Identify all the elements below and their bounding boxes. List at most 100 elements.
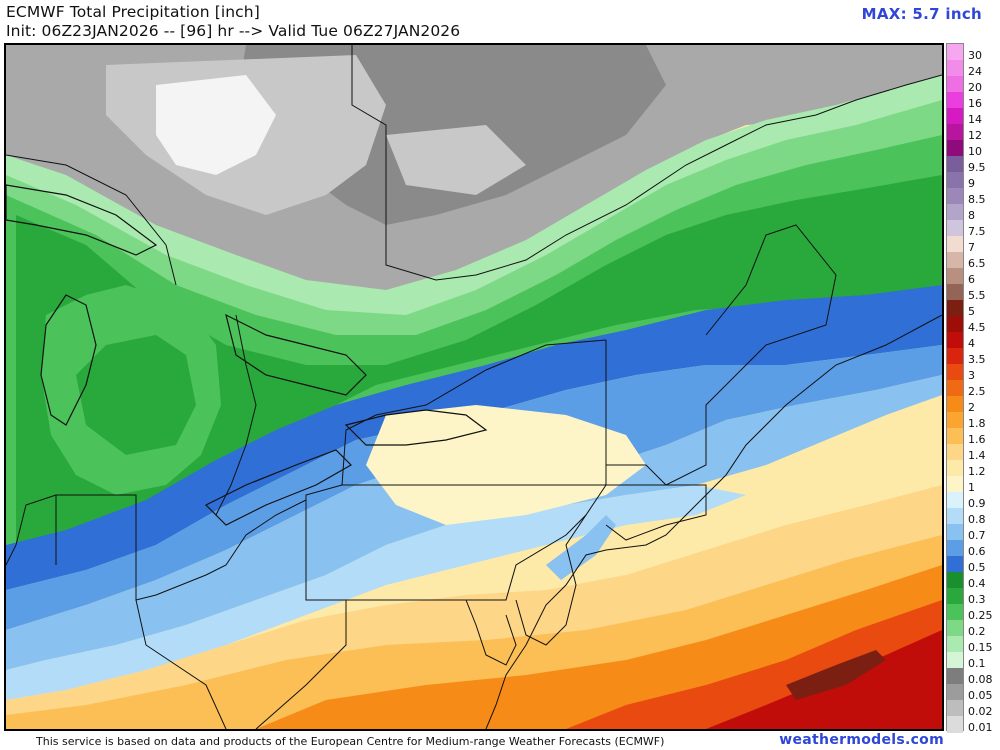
boundaries <box>6 45 942 729</box>
colorbar-segment <box>947 268 963 285</box>
colorbar-label: 0.15 <box>968 641 993 654</box>
colorbar-segment <box>947 428 963 445</box>
colorbar-label: 1.4 <box>968 449 986 462</box>
colorbar-segment <box>947 220 963 237</box>
colorbar-label: 0.2 <box>968 625 986 638</box>
colorbar-label: 0.02 <box>968 705 993 718</box>
colorbar-label: 14 <box>968 113 982 126</box>
colorbar-segment <box>947 124 963 141</box>
colorbar-label: 10 <box>968 145 982 158</box>
footer-site-link[interactable]: weathermodels.com <box>779 732 944 748</box>
colorbar-segment <box>947 460 963 477</box>
colorbar-segment <box>947 76 963 93</box>
colorbar-label: 0.7 <box>968 529 986 542</box>
colorbar-label: 0.8 <box>968 513 986 526</box>
colorbar <box>946 43 964 733</box>
red-region <box>706 630 942 729</box>
colorbar-segment <box>947 332 963 349</box>
colorbar-label: 0.3 <box>968 593 986 606</box>
colorbar-segment <box>947 188 963 205</box>
colorbar-segment <box>947 540 963 557</box>
colorbar-segment <box>947 700 963 717</box>
colorbar-segment <box>947 508 963 525</box>
colorbar-label: 3.5 <box>968 353 986 366</box>
white-patch <box>156 75 276 175</box>
colorbar-label: 0.25 <box>968 609 993 622</box>
colorbar-segment <box>947 300 963 317</box>
colorbar-label: 0.9 <box>968 497 986 510</box>
colorbar-segment <box>947 492 963 509</box>
colorbar-segment <box>947 636 963 653</box>
colorbar-label: 5.5 <box>968 289 986 302</box>
colorbar-label: 12 <box>968 129 982 142</box>
blue-coastal-streak <box>546 515 616 580</box>
colorbar-segment <box>947 108 963 125</box>
colorbar-segment <box>947 284 963 301</box>
colorbar-label: 20 <box>968 81 982 94</box>
michigan-green <box>41 285 221 495</box>
colorbar-segment <box>947 556 963 573</box>
colorbar-segment <box>947 444 963 461</box>
cream-region <box>366 405 646 525</box>
blue-band-dark <box>6 285 942 590</box>
colorbar-label: 8.5 <box>968 193 986 206</box>
colorbar-label: 2 <box>968 401 975 414</box>
colorbar-label: 0.4 <box>968 577 986 590</box>
colorbar-segment <box>947 524 963 541</box>
colorbar-segment <box>947 44 963 61</box>
colorbar-label: 1.6 <box>968 433 986 446</box>
colorbar-segment <box>947 316 963 333</box>
colorbar-segment <box>947 236 963 253</box>
colorbar-label: 0.5 <box>968 561 986 574</box>
colorbar-label: 7.5 <box>968 225 986 238</box>
colorbar-segment <box>947 396 963 413</box>
colorbar-label: 0.08 <box>968 673 993 686</box>
colorbar-label: 2.5 <box>968 385 986 398</box>
colorbar-segment <box>947 476 963 493</box>
colorbar-label: 30 <box>968 49 982 62</box>
atlantic-coast <box>485 314 942 729</box>
colorbar-segment <box>947 252 963 269</box>
colorbar-segment <box>947 620 963 637</box>
colorbar-segment <box>947 412 963 429</box>
colorbar-segment <box>947 652 963 669</box>
colorbar-label: 0.01 <box>968 721 993 734</box>
colorbar-segment <box>947 364 963 381</box>
blue-band-light <box>6 375 942 670</box>
colorbar-segment <box>947 572 963 589</box>
colorbar-segment <box>947 684 963 701</box>
map-subtitle: Init: 06Z23JAN2026 -- [96] hr --> Valid … <box>6 22 461 40</box>
map-canvas <box>6 45 942 729</box>
colorbar-label: 7 <box>968 241 975 254</box>
colorbar-segment <box>947 156 963 173</box>
blue-band <box>6 345 942 630</box>
colorbar-label: 0.6 <box>968 545 986 558</box>
colorbar-segment <box>947 716 963 733</box>
colorbar-label: 1.2 <box>968 465 986 478</box>
colorbar-label: 1 <box>968 481 975 494</box>
colorbar-label: 6 <box>968 273 975 286</box>
colorbar-segment <box>947 60 963 77</box>
colorbar-segment <box>947 204 963 221</box>
colorbar-label: 24 <box>968 65 982 78</box>
max-precip-label: MAX: 5.7 inch <box>861 5 982 23</box>
colorbar-segment <box>947 588 963 605</box>
colorbar-segment <box>947 172 963 189</box>
red-dark-region <box>786 650 886 700</box>
colorbar-label: 3 <box>968 369 975 382</box>
colorbar-label: 4.5 <box>968 321 986 334</box>
colorbar-label: 4 <box>968 337 975 350</box>
colorbar-label: 0.1 <box>968 657 986 670</box>
colorbar-segment <box>947 380 963 397</box>
colorbar-segment <box>947 140 963 157</box>
map-title: ECMWF Total Precipitation [inch] <box>6 3 260 21</box>
precipitation-map <box>4 43 944 731</box>
colorbar-segment <box>947 92 963 109</box>
colorbar-label: 9.5 <box>968 161 986 174</box>
colorbar-label: 1.8 <box>968 417 986 430</box>
footer-disclaimer: This service is based on data and produc… <box>36 735 665 748</box>
colorbar-label: 5 <box>968 305 975 318</box>
blue-band-pale <box>6 485 746 700</box>
colorbar-segment <box>947 668 963 685</box>
colorbar-label: 9 <box>968 177 975 190</box>
